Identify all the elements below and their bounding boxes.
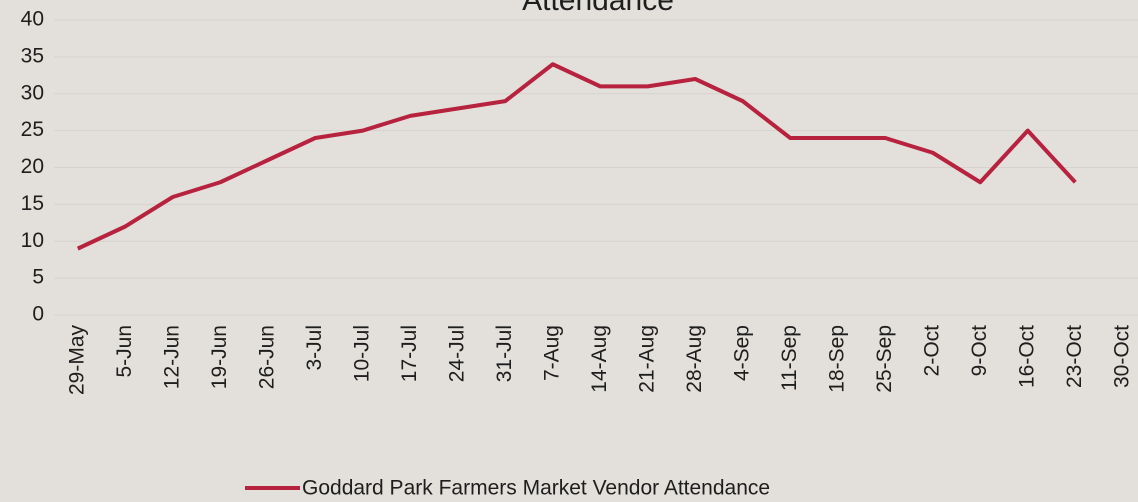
x-tick-label: 14-Aug: [588, 325, 611, 393]
y-tick-label: 30: [21, 81, 44, 104]
y-tick-label: 10: [21, 229, 44, 252]
y-tick-label: 35: [21, 44, 44, 67]
x-tick-label: 31-Jul: [493, 325, 516, 382]
x-tick-label: 4-Sep: [730, 325, 753, 381]
y-tick-label: 0: [32, 303, 44, 326]
x-tick-label: 17-Jul: [398, 325, 421, 382]
x-tick-label: 24-Jul: [445, 325, 468, 382]
x-tick-label: 18-Sep: [825, 325, 848, 393]
x-tick-label: 21-Aug: [635, 325, 658, 393]
x-tick-label: 16-Oct: [1015, 325, 1038, 388]
x-tick-label: 25-Sep: [873, 325, 896, 393]
x-tick-label: 26-Jun: [255, 325, 278, 389]
chart-title: Attendance: [522, 0, 674, 17]
x-tick-label: 23-Oct: [1063, 325, 1086, 388]
x-tick-label: 2-Oct: [920, 325, 943, 377]
y-tick-label: 5: [32, 266, 44, 289]
x-tick-label: 3-Jul: [303, 325, 326, 371]
x-tick-label: 12-Jun: [160, 325, 183, 389]
data-line: [76, 62, 1077, 251]
y-tick-label: 40: [21, 8, 44, 31]
x-tick-label: 19-Jun: [208, 325, 231, 389]
x-tick-label: 9-Oct: [968, 325, 991, 377]
legend-label: Goddard Park Farmers Market Vendor Atten…: [302, 477, 770, 500]
x-tick-label: 11-Sep: [778, 325, 801, 391]
x-tick-label: 29-May: [65, 325, 88, 396]
x-tick-label: 10-Jul: [350, 325, 373, 382]
y-tick-label: 20: [21, 155, 44, 178]
x-tick-label: 28-Aug: [683, 325, 706, 393]
x-tick-label: 30-Oct: [1110, 325, 1133, 388]
x-tick-label: 5-Jun: [113, 325, 136, 378]
x-tick-label: 7-Aug: [540, 325, 563, 381]
y-tick-label: 25: [21, 118, 44, 141]
y-tick-label: 15: [21, 192, 44, 215]
